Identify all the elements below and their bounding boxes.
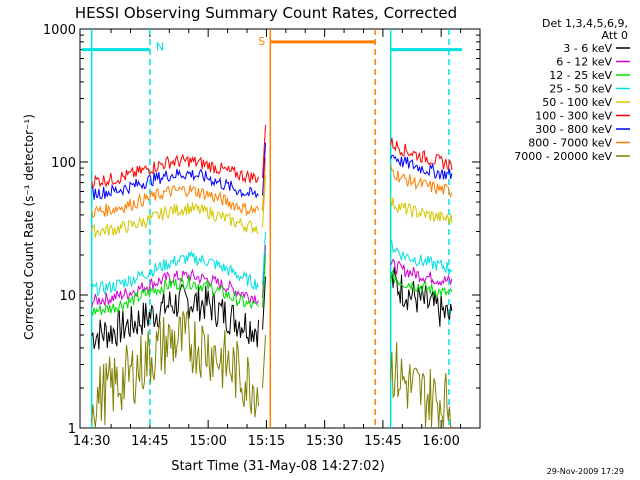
legend-header-line-1: Det 1,3,4,5,6,9, xyxy=(542,17,628,30)
y-tick-label: 1000 xyxy=(43,23,76,38)
series-line xyxy=(91,202,259,238)
series-line xyxy=(390,197,453,225)
x-tick-label: 14:45 xyxy=(131,434,168,449)
series-spike xyxy=(262,142,267,196)
legend-item-label: 12 - 25 keV xyxy=(549,69,612,82)
series-line xyxy=(91,250,259,297)
series-line xyxy=(91,308,259,428)
series-line xyxy=(91,283,259,350)
series-line xyxy=(91,275,259,317)
legend-item-label: 300 - 800 keV xyxy=(535,123,612,136)
legend-item-label: 6 - 12 keV xyxy=(556,56,612,69)
series-line xyxy=(91,268,259,308)
series-line xyxy=(390,164,453,198)
legend-header-line-2: Att 0 xyxy=(602,29,628,42)
legend-item-label: 3 - 6 keV xyxy=(563,42,612,55)
series-line xyxy=(390,266,453,327)
series-line xyxy=(390,154,453,180)
series-spike xyxy=(262,335,267,388)
series-spike xyxy=(262,254,267,308)
series-spike xyxy=(262,124,267,178)
series-line xyxy=(91,153,259,189)
annotation-label-s: S xyxy=(258,35,265,48)
y-axis-label: Corrected Count Rate (s⁻¹ detector⁻¹) xyxy=(22,114,36,340)
series-spike xyxy=(262,231,267,285)
y-tick-label: 100 xyxy=(51,156,76,171)
series-line xyxy=(390,258,453,287)
y-tick-label: 10 xyxy=(59,289,76,304)
chart-title: HESSI Observing Summary Count Rates, Cor… xyxy=(75,4,457,22)
series-line xyxy=(91,168,259,200)
x-tick-label: 15:30 xyxy=(306,434,343,449)
series-line xyxy=(390,268,453,298)
series-spike xyxy=(262,245,267,298)
y-tick-label: 1 xyxy=(68,422,76,437)
series-spike xyxy=(262,276,267,330)
series-line xyxy=(91,184,259,218)
x-tick-label: 14:30 xyxy=(73,434,110,449)
x-tick-label: 15:45 xyxy=(364,434,401,449)
legend-item-label: 800 - 7000 keV xyxy=(528,137,612,150)
x-axis-label: Start Time (31-May-08 14:27:02) xyxy=(171,459,385,474)
legend-item-label: 7000 - 20000 keV xyxy=(514,150,612,163)
series-line xyxy=(390,238,453,274)
legend-item-label: 50 - 100 keV xyxy=(542,96,612,109)
x-tick-label: 15:15 xyxy=(248,434,285,449)
series-spike xyxy=(262,174,267,228)
legend-item-label: 25 - 50 keV xyxy=(549,83,612,96)
series-line xyxy=(390,137,453,171)
annotation-label-n: N xyxy=(156,41,164,54)
series-line xyxy=(390,342,453,430)
x-tick-label: 16:00 xyxy=(422,434,459,449)
legend-item-label: 100 - 300 keV xyxy=(535,110,612,123)
footer-timestamp: 29-Nov-2009 17:29 xyxy=(547,467,624,476)
x-tick-label: 15:00 xyxy=(189,434,226,449)
plot-frame xyxy=(79,28,481,429)
series-spike xyxy=(262,157,267,211)
